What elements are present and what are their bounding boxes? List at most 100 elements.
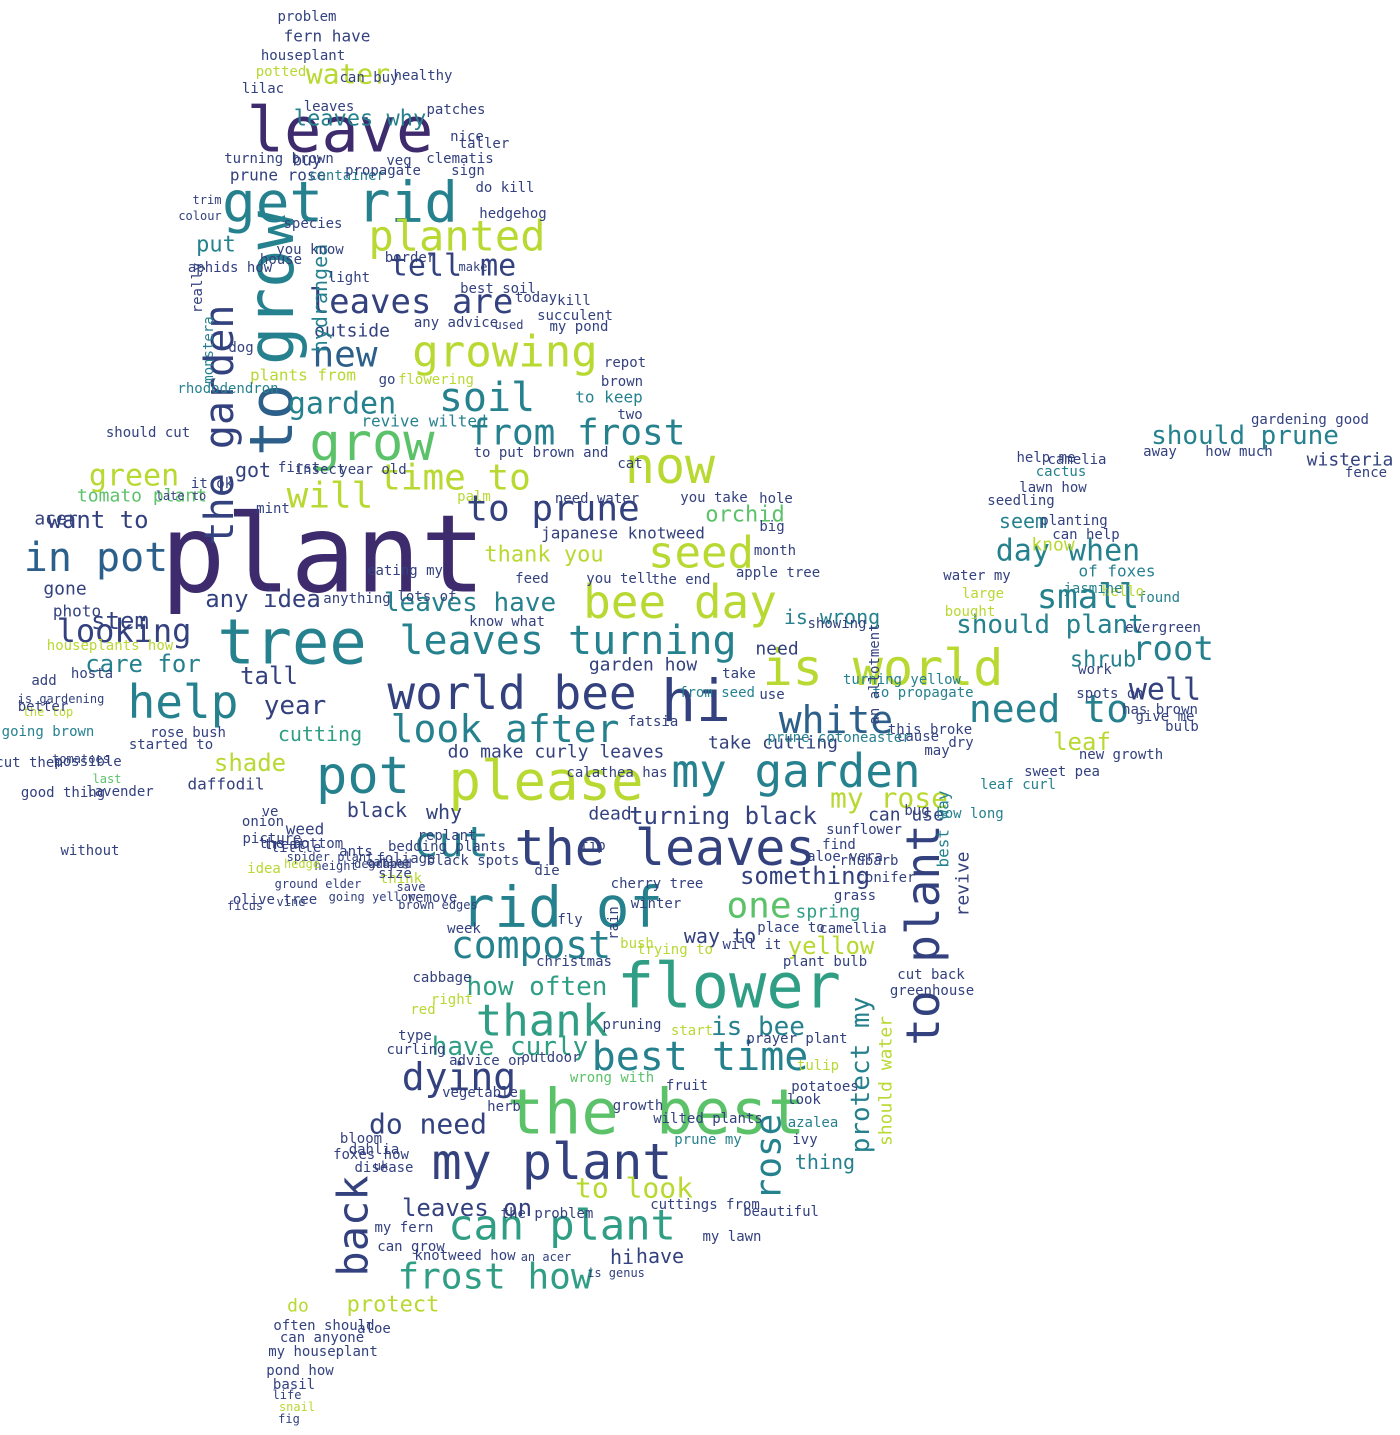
word-plant: plant <box>160 493 485 618</box>
word-today: today <box>515 290 557 306</box>
word-how-much: how much <box>1205 444 1272 460</box>
word-buy: buy <box>293 151 322 170</box>
word-new-growth: new growth <box>1079 747 1163 763</box>
word-you-take: you take <box>680 490 747 506</box>
word-leaves-turning: leaves turning <box>399 618 736 664</box>
word-hedge: hedge <box>284 857 320 871</box>
word-plant-bulb: plant bulb <box>783 954 867 970</box>
word-repot: repot <box>604 355 646 371</box>
word-protect-my: protect my <box>846 997 876 1154</box>
word-bee-day: bee day <box>583 575 777 629</box>
word-sunflower: sunflower <box>826 822 902 838</box>
word-something: something <box>740 862 870 890</box>
word-propagate: propagate <box>345 163 421 179</box>
word-uk: uk <box>374 1159 389 1173</box>
word-grow: grow <box>235 210 309 365</box>
word-cuttings-from: cuttings from <box>650 1197 760 1213</box>
word-leave: leave <box>247 94 434 167</box>
word-the-problem: the problem <box>501 1206 594 1222</box>
word-root: root <box>1132 629 1214 669</box>
word-how-often: how often <box>467 972 608 1002</box>
word-vine: vine <box>277 895 306 909</box>
word-healthy: healthy <box>393 68 452 84</box>
word-need-water: need water <box>555 491 639 507</box>
word-fatsia: fatsia <box>628 714 679 730</box>
word-curling: curling <box>386 1042 445 1058</box>
word-wrong-with: wrong with <box>570 1070 654 1086</box>
word-my-houseplant: my houseplant <box>268 1344 378 1360</box>
word-photo: photo <box>53 602 101 621</box>
word-foxes-how: foxes how <box>333 1147 409 1163</box>
word-rose-bush: rose bush <box>150 725 226 741</box>
word-do: do <box>287 1296 309 1317</box>
word-ve: ve <box>262 804 279 820</box>
word-border: border <box>385 250 436 266</box>
word-tell-me: tell me <box>390 249 516 284</box>
word-can-grow: can grow <box>377 1239 445 1255</box>
word-started-to: started to <box>129 737 213 753</box>
word-turning-brown: turning brown <box>224 151 334 167</box>
word-find: find <box>822 837 856 853</box>
word-small: small <box>1037 577 1139 617</box>
word-cabbage: cabbage <box>412 970 471 986</box>
word-want-to: want to <box>47 506 148 534</box>
word-the-end: the end <box>651 572 710 588</box>
word-help: help <box>128 675 239 729</box>
word-cat: cat <box>617 456 642 472</box>
word-houseplant: houseplant <box>261 48 345 64</box>
word-lilac: lilac <box>242 81 284 97</box>
word-hole: hole <box>759 491 793 507</box>
word-cutting: cutting <box>278 722 362 746</box>
word-leaves-why: leaves why <box>294 107 426 132</box>
word-garden-how: garden how <box>589 655 698 676</box>
word-any-idea: any idea <box>205 585 321 613</box>
word-need-to: need to <box>969 687 1129 731</box>
word-bulb: bulb <box>1165 719 1199 735</box>
word-thank: thank <box>476 996 608 1047</box>
word-an-allotment: an allotment <box>867 623 883 724</box>
word-month: month <box>754 543 796 559</box>
word-water: water <box>306 58 390 91</box>
word-green: green <box>89 459 179 494</box>
word-revive: revive <box>953 851 974 916</box>
word-wilted-plants: wilted plants <box>653 1111 763 1127</box>
word-red: red <box>410 1002 435 1018</box>
word-need: need <box>755 639 798 660</box>
word-often-should: often should <box>273 1318 374 1334</box>
word-from-seed: from seed <box>679 685 755 701</box>
word-outside: outside <box>314 321 390 342</box>
word-rhododendron: rhododendron <box>177 381 278 397</box>
word-can-plant: can plant <box>448 1201 676 1250</box>
word-little: little <box>271 840 322 856</box>
word-well: well <box>1129 673 1201 708</box>
word-is-gardening: is gardening <box>18 692 105 706</box>
word-wisteria: wisteria <box>1307 450 1394 471</box>
word-hi: hi <box>610 1245 634 1269</box>
word-advice-on: advice on <box>449 1053 525 1069</box>
word-large: large <box>962 586 1004 602</box>
word-from-frost: from frost <box>469 413 686 454</box>
word-aloe: aloe <box>357 1321 391 1337</box>
word-this-broke: this broke <box>888 722 972 738</box>
word-aloe-vera: aloe vera <box>807 849 883 865</box>
word-growing: growing <box>412 327 597 378</box>
word-planting: planting <box>1040 513 1107 529</box>
word-black: black <box>347 798 407 822</box>
word-used: used <box>495 318 524 332</box>
word-cause: cause <box>897 729 939 745</box>
word-get-rid: get rid <box>222 171 458 236</box>
word-add: add <box>31 673 56 689</box>
word-best-way: best way <box>934 790 953 867</box>
word-save: save <box>397 880 426 894</box>
word-palm: palm <box>457 489 491 505</box>
word-plants-from: plants from <box>250 366 356 385</box>
word-sign: sign <box>451 163 485 179</box>
word-spots-on: spots on <box>1076 686 1143 702</box>
word-trim: trim <box>193 193 222 207</box>
word-ivy: ivy <box>792 1132 817 1148</box>
word-away: away <box>1143 444 1177 460</box>
word-you-know: you know <box>276 242 344 258</box>
word-going-brown: going brown <box>2 724 95 740</box>
word-better: better <box>18 699 69 715</box>
word-the-garden: the garden <box>197 305 243 546</box>
